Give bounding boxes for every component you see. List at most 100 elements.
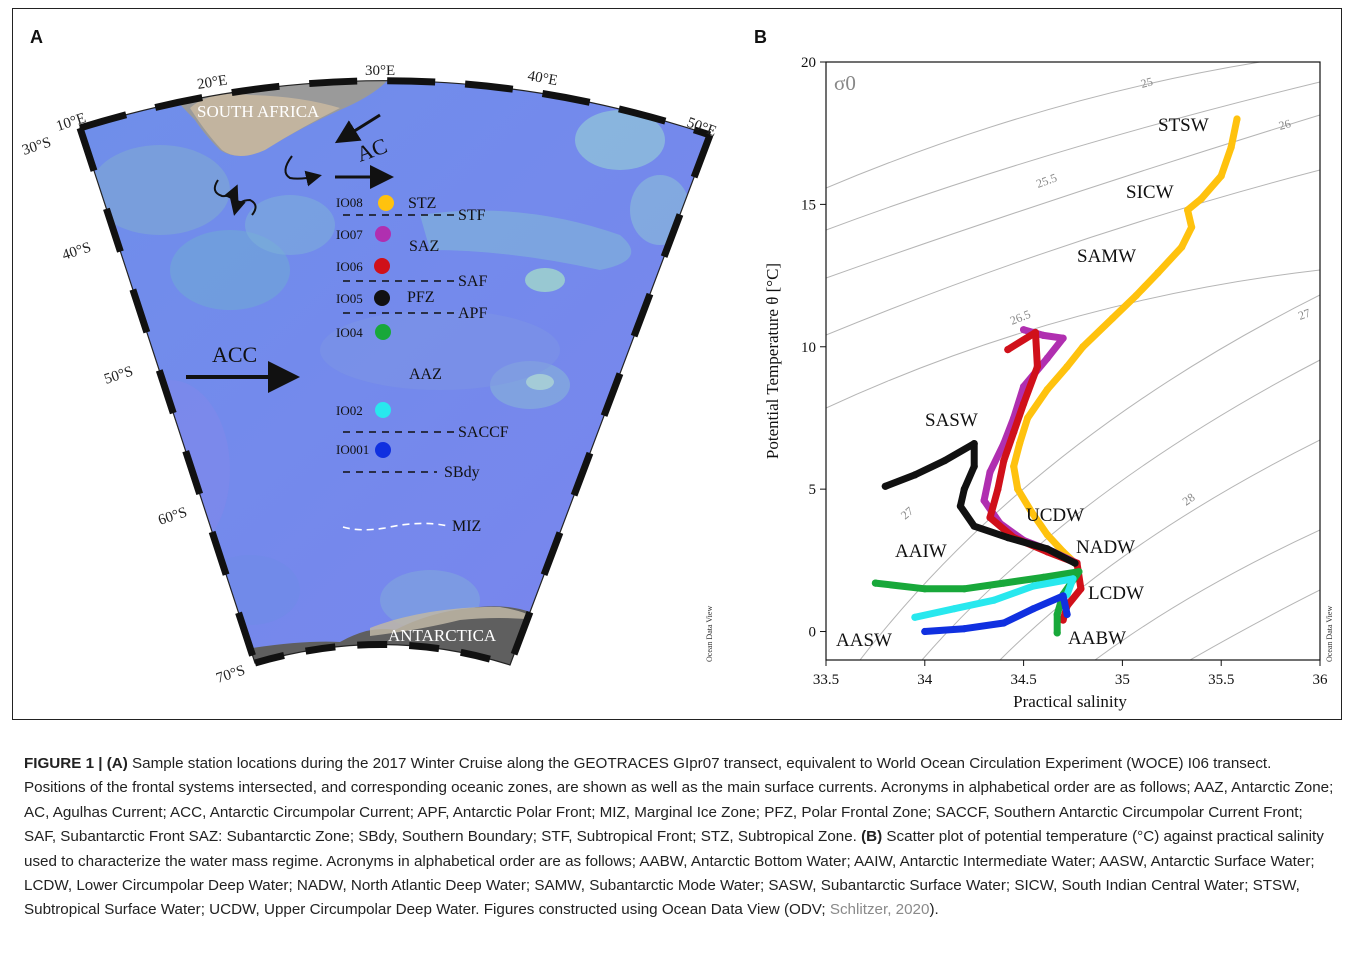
data-point [994,485,1002,493]
data-point [1029,605,1038,613]
caption-part-b-text: Scatter plot of potential temperature (°… [24,828,1324,919]
station-marker [375,442,391,458]
caption-part-b-label: (B) [861,828,883,846]
station-label: IO001 [336,442,369,457]
data-point [1024,414,1032,422]
data-point [970,522,978,530]
x-tick-label: 34.5 [1010,672,1036,688]
water-mass-label-aasw: AASW [836,630,892,651]
zone-label-pfz: PFZ [407,289,435,306]
data-point [941,457,949,465]
lon-label: 40°E [526,68,558,89]
data-point [1004,534,1012,542]
data-point [1217,172,1225,180]
data-point [1233,115,1241,123]
data-point [1184,206,1192,214]
data-point [1132,291,1140,300]
data-point [986,468,994,476]
land-label-antarctica: ANTARCTICA [388,626,497,645]
chart-credit: Ocean Data View [1325,606,1334,662]
data-point [1043,545,1051,553]
front-label-miz: MIZ [452,518,481,535]
data-point [1178,243,1186,251]
data-point [1154,269,1162,277]
data-point [1000,579,1008,587]
data-point [1020,326,1028,334]
y-tick-label: 10 [801,340,816,356]
data-point [1039,573,1047,582]
station-marker [375,402,391,418]
data-point [1014,485,1022,493]
station-marker [374,258,390,274]
y-tick-label: 20 [801,55,816,71]
data-point [1079,343,1087,351]
caption-closing: ). [929,901,939,919]
lat-label: 50°S [102,364,135,388]
caption-reference-link[interactable]: Schlitzer, 2020 [829,901,930,919]
data-point [1227,143,1235,151]
x-tick-label: 35 [1115,672,1130,688]
data-point [1043,354,1051,362]
lat-label: 60°S [156,505,189,529]
station-label: IO06 [336,259,363,274]
data-point [1053,629,1061,637]
x-tick-label: 36 [1313,672,1329,688]
water-mass-label-aaiw: AAIW [895,541,947,562]
front-label-sbdy: SBdy [444,464,480,481]
station-label: IO02 [336,403,363,418]
density-contour-label: 27 [898,504,916,522]
water-mass-label-sasw: SASW [925,410,978,431]
station-marker [375,226,391,242]
figure-frame [12,8,1342,720]
data-point [990,596,998,604]
data-point [1031,328,1040,337]
data-point [1039,331,1047,339]
panel-label-b: B [754,27,767,47]
data-point [881,482,889,490]
density-contour-label: 25 [1139,74,1154,91]
station-label: IO08 [336,195,363,210]
data-point [1043,531,1051,539]
data-point [1077,585,1085,593]
density-contour-label: 27 [1296,306,1312,323]
data-point [1033,363,1041,371]
data-point [921,627,929,636]
caption-part-a-label: (A) [106,755,128,772]
station-marker [378,195,394,211]
data-point [1059,616,1067,624]
data-point [1027,508,1036,516]
front-label-apf: APF [458,305,487,322]
front-label-saf: SAF [458,273,487,290]
front-label-saccf: SACCF [458,424,509,441]
data-point [960,585,968,593]
data-point [1059,592,1067,600]
data-point [1063,610,1071,619]
data-point [1188,223,1196,231]
lat-label: 30°S [20,135,53,159]
density-contour-label: 25.5 [1034,170,1059,190]
density-contour-label: 26.5 [1008,307,1033,328]
data-point [1063,363,1071,371]
lon-label: 30°E [365,63,395,79]
data-point [1010,428,1018,436]
y-tick-label: 5 [809,482,817,498]
y-tick-label: 0 [809,625,817,641]
data-point [1000,619,1008,627]
data-point [871,579,879,587]
ts-diagram: σ0 25 25.5 26 26.5 27 27 28 33.5 34 34.5 35… [763,55,1334,711]
density-contour-label: 26 [1277,116,1292,133]
x-tick-label: 35.5 [1208,672,1234,688]
data-point [986,514,994,522]
station-map: 10°E 20°E 30°E 40°E 50°E 30°S 40°S 50°S … [20,63,718,687]
current-label-acc: ACC [212,342,257,367]
zone-label-saz: SAZ [409,238,439,255]
data-point [960,625,968,633]
data-point [1020,383,1028,391]
data-point [960,485,968,493]
density-contour-label: 28 [1180,490,1198,508]
series-line-io06 [986,329,1085,624]
density-label: σ0 [834,71,856,95]
data-point [911,613,919,621]
data-point [1000,457,1008,465]
data-point [1108,314,1117,322]
